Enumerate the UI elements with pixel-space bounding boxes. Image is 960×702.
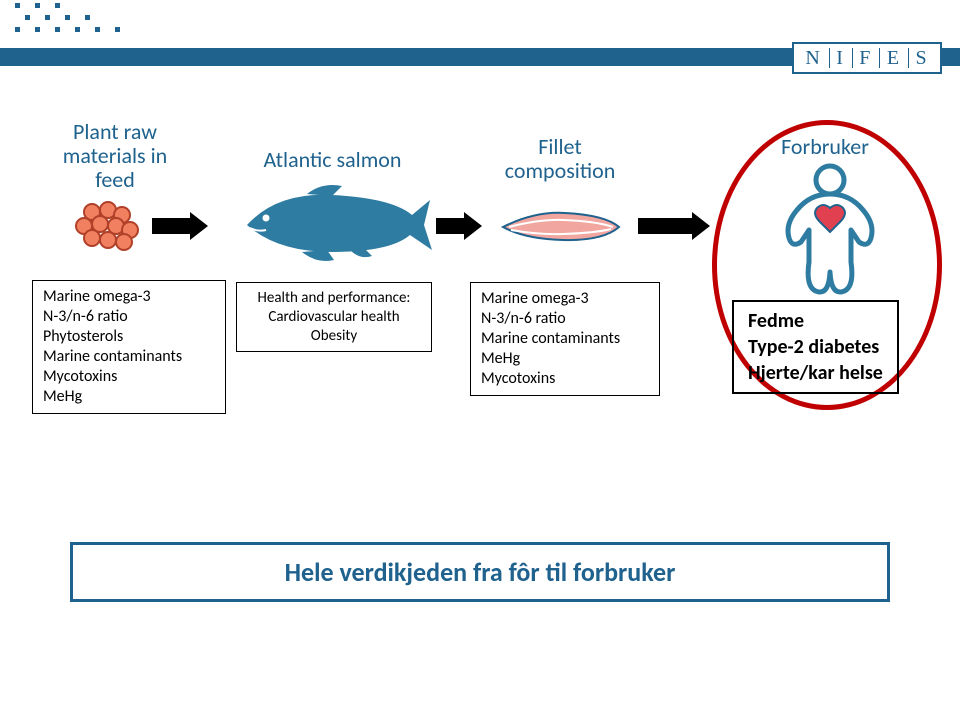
- salmon-contents-box: Health and performance: Cardiovascular h…: [236, 282, 432, 352]
- bottom-banner: Hele verdikjeden fra fôr til forbruker: [70, 542, 890, 602]
- fillet-icon: [495, 205, 625, 252]
- logo-letter: N: [805, 47, 821, 70]
- arrow-icon: [638, 212, 710, 240]
- feed-pellets-icon: [70, 200, 142, 261]
- bottom-banner-text: Hele verdikjeden fra fôr til forbruker: [285, 556, 676, 588]
- fillet-contents-box: Marine omega-3 N-3/n-6 ratio Marine cont…: [470, 282, 660, 396]
- logo-letter: E: [887, 47, 901, 70]
- logo-letter: I: [836, 47, 845, 70]
- slide: N I F E S Plant raw materials in feed At…: [0, 0, 960, 702]
- stage-feed-label: Plant raw materials in feed: [45, 120, 185, 193]
- nifes-logo: N I F E S: [792, 42, 942, 74]
- logo-letter: S: [915, 47, 928, 70]
- feed-contents-box: Marine omega-3 N-3/n-6 ratio Phytosterol…: [32, 280, 226, 414]
- arrow-icon: [152, 212, 208, 240]
- consumer-effects-box: Fedme Type-2 diabetes Hjerte/kar helse: [732, 300, 899, 394]
- salmon-fish-icon: [232, 180, 432, 270]
- logo-letter: F: [859, 47, 872, 70]
- arrow-icon: [436, 212, 482, 240]
- corner-dots: [10, 0, 140, 35]
- stage-salmon-label: Atlantic salmon: [235, 148, 430, 172]
- stage-fillet-label: Fillet composition: [485, 135, 635, 183]
